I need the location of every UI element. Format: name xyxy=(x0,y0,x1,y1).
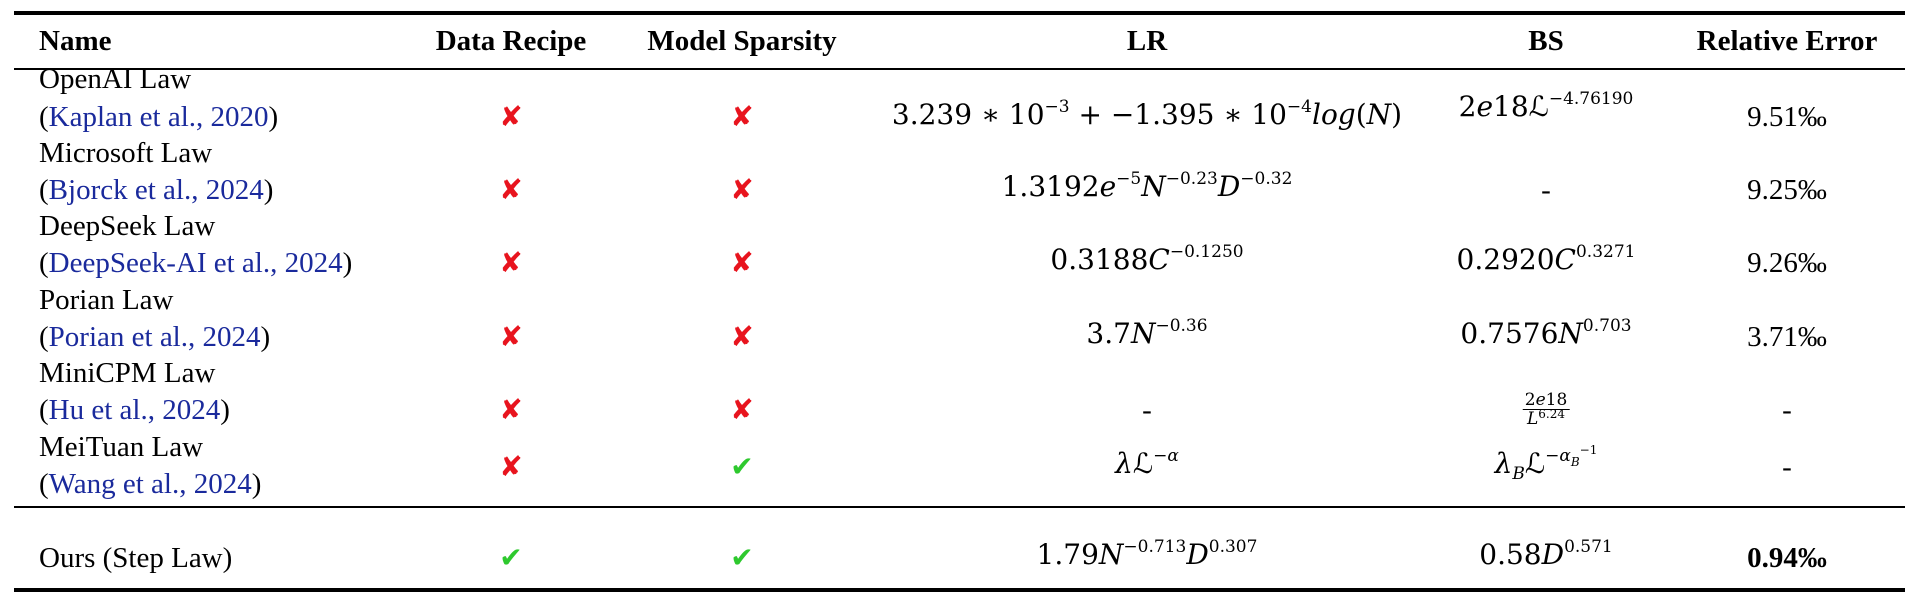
citation-open-paren: ( xyxy=(39,174,49,206)
row-name: MiniCPM Law xyxy=(39,357,216,389)
header-data-recipe: Data Recipe xyxy=(435,25,587,57)
relative-error-value: 9.26‰ xyxy=(1747,247,1827,279)
citation-close-paren: ) xyxy=(342,247,353,279)
cross-icon: ✘ xyxy=(730,393,754,426)
relative-error-value: 0.94‰ xyxy=(1747,542,1827,574)
citation-link[interactable]: Bjorck et al., 2024 xyxy=(48,174,264,206)
cross-icon: ✘ xyxy=(730,320,754,353)
citation-link[interactable]: Porian et al., 2024 xyxy=(48,321,261,353)
row-citation: (Kaplan et al., 2020) xyxy=(39,100,278,134)
bs-formula: 0.58D0.571 xyxy=(1479,537,1613,571)
citation-open-paren: ( xyxy=(39,321,49,353)
cross-icon: ✘ xyxy=(730,246,754,279)
citation-link[interactable]: Kaplan et al., 2020 xyxy=(48,101,269,133)
relative-error-value: 9.51‰ xyxy=(1747,101,1827,133)
relative-error-value: - xyxy=(1782,451,1792,483)
cross-icon: ✘ xyxy=(730,173,754,206)
header-lr: LR xyxy=(1126,25,1168,57)
bs-value: - xyxy=(1541,174,1551,206)
check-icon: ✔ xyxy=(730,450,754,483)
citation-open-paren: ( xyxy=(39,468,49,500)
relative-error-value: 9.25‰ xyxy=(1747,174,1827,206)
cross-icon: ✘ xyxy=(499,320,523,353)
row-citation: (Porian et al., 2024) xyxy=(39,320,270,354)
citation-open-paren: ( xyxy=(39,247,49,279)
row-name: MeiTuan Law xyxy=(39,431,204,463)
table-ours-separator-rule xyxy=(14,506,1905,508)
table-header-rule xyxy=(14,68,1905,70)
citation-close-paren: ) xyxy=(268,101,279,133)
header-bs: BS xyxy=(1528,25,1564,57)
citation-open-paren: ( xyxy=(39,394,49,426)
lr-formula: 3.239 ∗ 10−3 + −1.395 ∗ 10−4log(N) xyxy=(891,97,1403,131)
row-citation: (DeepSeek-AI et al., 2024) xyxy=(39,246,352,280)
bs-formula: 2e18 L6.24 xyxy=(1522,389,1570,429)
cross-icon: ✘ xyxy=(499,450,523,483)
check-icon: ✔ xyxy=(730,541,754,574)
citation-open-paren: ( xyxy=(39,101,49,133)
row-name: DeepSeek Law xyxy=(39,210,216,242)
check-icon: ✔ xyxy=(499,541,523,574)
citation-close-paren: ) xyxy=(260,321,271,353)
ours-name: Ours (Step Law) xyxy=(39,542,233,574)
lr-value: - xyxy=(1142,394,1152,426)
relative-error-value: - xyxy=(1782,394,1792,426)
citation-link[interactable]: Wang et al., 2024 xyxy=(48,468,252,500)
table-top-rule xyxy=(14,11,1905,15)
cross-icon: ✘ xyxy=(499,393,523,426)
citation-link[interactable]: DeepSeek-AI et al., 2024 xyxy=(48,247,343,279)
lr-formula: 3.7N−0.36 xyxy=(1086,316,1208,350)
header-relative-error: Relative Error xyxy=(1696,25,1878,57)
citation-link[interactable]: Hu et al., 2024 xyxy=(48,394,221,426)
lr-formula: 1.3192e−5N−0.23D−0.32 xyxy=(1001,169,1293,203)
bs-formula: λBℒ−αB−1 xyxy=(1494,443,1598,484)
bs-formula: 2e18ℒ−4.76190 xyxy=(1458,89,1634,123)
cross-icon: ✘ xyxy=(730,100,754,133)
citation-close-paren: ) xyxy=(263,174,274,206)
lr-formula: 1.79N−0.713D0.307 xyxy=(1036,537,1258,571)
row-citation: (Wang et al., 2024) xyxy=(39,467,261,501)
row-citation: (Hu et al., 2024) xyxy=(39,393,230,427)
relative-error-value: 3.71‰ xyxy=(1747,321,1827,353)
row-name: OpenAI Law xyxy=(39,63,192,95)
citation-close-paren: ) xyxy=(220,394,230,426)
bs-formula: 0.2920C0.3271 xyxy=(1456,242,1636,276)
row-name: Porian Law xyxy=(39,284,174,316)
citation-close-paren: ) xyxy=(251,468,262,500)
table-bottom-rule xyxy=(14,588,1905,592)
bs-formula: 0.7576N0.703 xyxy=(1460,316,1632,350)
row-name: Microsoft Law xyxy=(39,137,213,169)
header-name: Name xyxy=(39,25,112,57)
row-citation: (Bjorck et al., 2024) xyxy=(39,173,273,207)
cross-icon: ✘ xyxy=(499,100,523,133)
lr-formula: λℒ−α xyxy=(1115,446,1179,480)
cross-icon: ✘ xyxy=(499,173,523,206)
cross-icon: ✘ xyxy=(499,246,523,279)
header-model-sparsity: Model Sparsity xyxy=(647,25,837,57)
lr-formula: 0.3188C−0.1250 xyxy=(1050,242,1244,276)
